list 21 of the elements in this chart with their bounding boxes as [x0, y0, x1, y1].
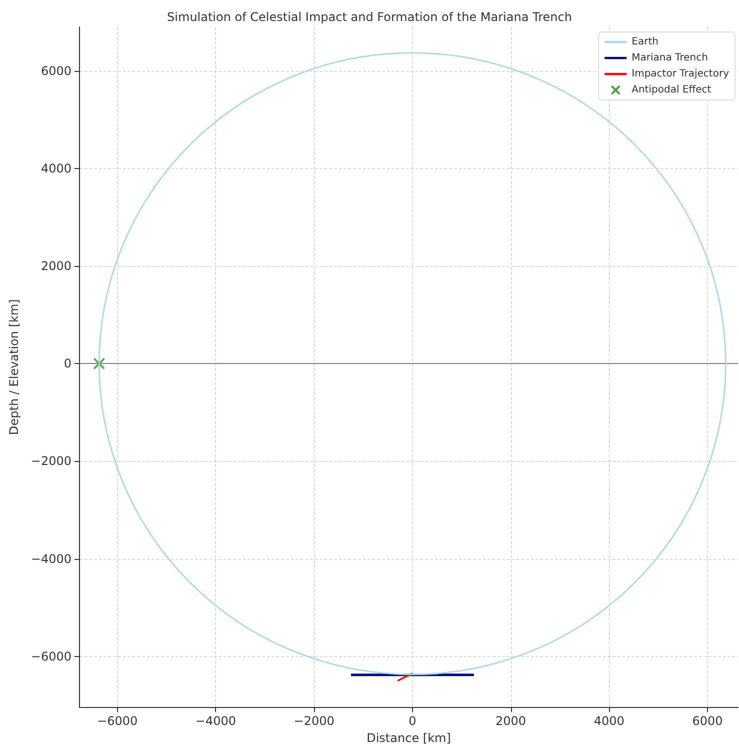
- legend-label: Antipodal Effect: [632, 84, 712, 96]
- x-tick-label: 0: [408, 714, 416, 728]
- x-tick-label: −4000: [195, 714, 236, 728]
- y-tick-label: 2000: [40, 259, 72, 274]
- y-tick-label: −6000: [30, 649, 72, 664]
- y-tick-label: −4000: [30, 552, 72, 566]
- x-tick-label: −6000: [97, 714, 138, 728]
- legend-label: Mariana Trench: [632, 52, 708, 64]
- y-tick-label: 0: [64, 356, 72, 371]
- chart-title: Simulation of Celestial Impact and Formation of the Mariana Trench: [167, 10, 572, 24]
- legend-label: Impactor Trajectory: [632, 68, 730, 80]
- legend-label: Earth: [632, 36, 658, 48]
- y-tick-label: −2000: [30, 454, 72, 468]
- x-axis-title: Distance [km]: [366, 731, 451, 745]
- y-axis-title: Depth / Elevation [km]: [7, 299, 21, 435]
- y-tick-label: 4000: [40, 161, 72, 176]
- x-tick-label: −2000: [294, 714, 334, 728]
- x-tick-label: 4000: [594, 714, 624, 728]
- y-tick-label: 6000: [40, 64, 72, 78]
- x-tick-label: 6000: [692, 714, 723, 728]
- x-tick-label: 2000: [496, 714, 526, 728]
